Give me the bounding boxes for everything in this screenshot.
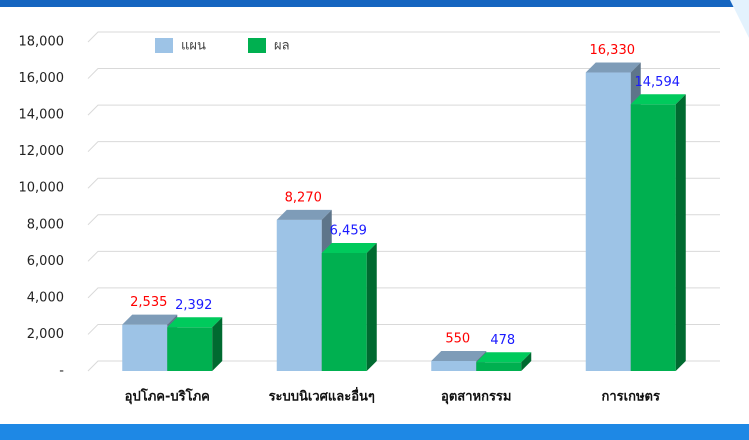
bar-top [167,317,223,328]
value-label: 550 [445,331,470,346]
top-bar [0,0,749,7]
grid-line [87,287,720,299]
value-label: 478 [490,333,515,348]
value-label: 16,330 [590,43,636,58]
bar-top [431,350,487,361]
value-label: 2,392 [175,298,212,313]
value-label: 6,459 [330,223,367,238]
bar [122,324,168,371]
bar-top [476,352,532,363]
bar [585,72,631,371]
bar-side [521,352,532,371]
x-tick-label: การเกษตร [602,390,660,405]
y-tick-label: 16,000 [19,71,65,86]
bar-side [366,242,377,371]
y-tick-label: 2,000 [27,327,64,342]
bar [476,362,522,371]
grid-line [87,214,720,226]
bar-top [585,62,641,73]
value-label: 2,535 [130,295,167,310]
y-tick-label: 18,000 [19,35,65,50]
bar-top [276,209,332,220]
grid-line [87,141,720,153]
bar-top [122,314,178,325]
bar [431,360,477,371]
legend-label: ผล [274,39,290,54]
grid-line [87,31,720,43]
bar-side [675,94,686,371]
y-tick-label: 12,000 [19,144,65,159]
legend-swatch [155,38,173,53]
bar [167,327,213,371]
y-tick-label: 4,000 [27,290,64,305]
grid-line [87,104,720,116]
corner-decoration [730,0,749,38]
x-tick-label: อุปโภค-บริโภค [125,388,210,405]
bottom-bar [0,424,749,440]
value-label: 8,270 [285,190,322,205]
x-tick-label: อุตสาหกรรม [441,390,511,405]
y-tick-label: 14,000 [19,108,65,123]
bar [630,104,676,371]
legend-label: แผน [181,39,206,54]
bar-top [321,242,377,253]
bar-top [630,94,686,105]
x-tick-label: ระบบนิเวศและอื่นๆ [269,387,375,405]
value-label: 14,594 [635,75,681,90]
bar-side [212,317,223,371]
y-tick-label: 6,000 [27,254,64,269]
grid-line [87,68,720,79]
y-tick-label: 10,000 [19,181,65,196]
y-tick-label: - [59,364,64,379]
bar [276,219,322,371]
y-tick-label: 8,000 [27,217,64,232]
grid-line [87,177,720,189]
legend-swatch [248,38,266,53]
grid-line [87,250,720,262]
bar [321,252,367,371]
grid-line [87,323,720,335]
